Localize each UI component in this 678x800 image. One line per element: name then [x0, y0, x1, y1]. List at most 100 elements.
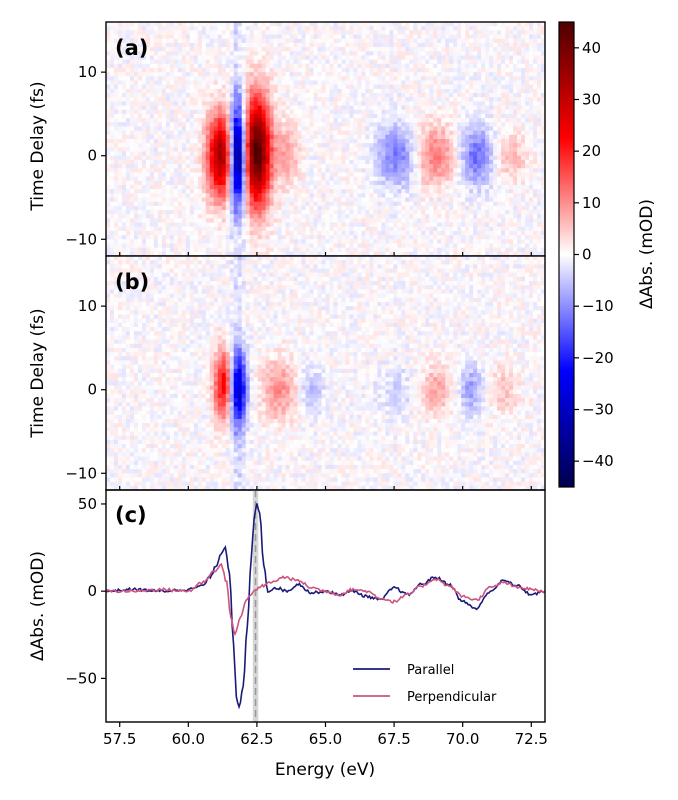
heatmap-a-cell	[309, 189, 314, 194]
heatmap-a-cell	[106, 155, 111, 161]
heatmap-a-cell	[149, 76, 155, 81]
heatmap-a-cell	[137, 118, 143, 123]
heatmap-a-cell	[337, 113, 342, 119]
heatmap-a-cell	[513, 180, 518, 186]
heatmap-a-cell	[301, 80, 306, 86]
heatmap-a-cell	[209, 88, 215, 94]
heatmap-a-cell	[141, 159, 147, 165]
heatmap-a-cell	[389, 22, 394, 27]
heatmap-a-cell	[233, 155, 239, 161]
heatmap-a-cell	[265, 47, 271, 52]
heatmap-a-cell	[173, 38, 179, 44]
heatmap-a-cell	[129, 193, 135, 198]
heatmap-a-cell	[257, 22, 263, 27]
heatmap-a-cell	[129, 101, 135, 106]
heatmap-a-cell	[281, 93, 286, 98]
heatmap-a-cell	[377, 42, 382, 48]
heatmap-a-cell	[181, 122, 187, 127]
heatmap-a-cell	[193, 143, 199, 148]
heatmap-a-cell	[221, 193, 227, 198]
heatmap-a-cell	[437, 143, 442, 148]
heatmap-a-cell	[533, 176, 538, 182]
heatmap-a-cell	[389, 59, 394, 65]
heatmap-a-cell	[189, 180, 195, 186]
heatmap-a-cell	[145, 105, 151, 111]
heatmap-a-cell	[257, 47, 263, 52]
heatmap-a-cell	[301, 205, 306, 211]
heatmap-a-cell	[393, 164, 398, 169]
heatmap-a-cell	[106, 134, 111, 140]
heatmap-a-cell	[241, 93, 247, 98]
heatmap-a-cell	[529, 205, 534, 211]
heatmap-a-cell	[449, 42, 454, 48]
heatmap-a-cell	[157, 67, 163, 73]
heatmap-a-cell	[401, 193, 406, 198]
heatmap-a-cell	[161, 88, 167, 94]
heatmap-a-cell	[106, 63, 111, 69]
heatmap-a-cell	[441, 130, 446, 136]
heatmap-a-cell	[325, 47, 330, 52]
heatmap-a-cell	[477, 80, 482, 86]
heatmap-a-cell	[157, 197, 163, 203]
heatmap-a-cell	[281, 130, 286, 136]
heatmap-a-cell	[509, 97, 514, 102]
heatmap-a-cell	[485, 42, 490, 48]
heatmap-a-cell	[273, 205, 279, 211]
heatmap-a-cell	[261, 59, 267, 65]
heatmap-a-cell	[173, 42, 179, 48]
heatmap-a-cell	[197, 151, 203, 157]
heatmap-a-cell	[341, 42, 346, 48]
heatmap-a-cell	[257, 42, 263, 48]
heatmap-a-cell	[525, 184, 530, 190]
heatmap-a-cell	[241, 38, 247, 44]
heatmap-a-cell	[145, 118, 151, 123]
heatmap-a-cell	[113, 159, 119, 165]
heatmap-a-cell	[169, 168, 175, 173]
heatmap-a-cell	[469, 176, 474, 182]
heatmap-a-cell	[357, 180, 362, 186]
heatmap-a-cell	[481, 22, 486, 27]
heatmap-a-cell	[381, 197, 386, 203]
heatmap-a-cell	[241, 122, 247, 127]
heatmap-a-cell	[285, 67, 290, 73]
heatmap-a-cell	[273, 30, 279, 35]
heatmap-a-cell	[473, 84, 478, 90]
heatmap-a-cell	[313, 189, 318, 194]
heatmap-a-cell	[461, 172, 466, 178]
heatmap-a-cell	[181, 22, 187, 27]
heatmap-a-cell	[465, 67, 470, 73]
heatmap-a-cell	[325, 113, 330, 119]
heatmap-a-cell	[465, 172, 470, 178]
heatmap-a-cell	[161, 113, 167, 119]
heatmap-a-cell	[381, 30, 386, 35]
heatmap-a-cell	[245, 97, 251, 102]
heatmap-a-cell	[305, 113, 310, 119]
heatmap-a-cell	[369, 101, 374, 106]
heatmap-a-cell	[289, 26, 294, 31]
heatmap-a-cell	[493, 63, 498, 69]
heatmap-a-cell	[417, 97, 422, 102]
heatmap-a-cell	[305, 155, 310, 161]
heatmap-a-cell	[301, 42, 306, 48]
heatmap-a-cell	[129, 109, 135, 115]
heatmap-a-cell	[469, 193, 474, 198]
heatmap-a-cell	[445, 67, 450, 73]
heatmap-a-cell	[285, 34, 290, 40]
heatmap-a-cell	[193, 101, 199, 106]
heatmap-a-cell	[313, 88, 318, 94]
heatmap-a-cell	[365, 93, 370, 98]
heatmap-a-cell	[433, 197, 438, 203]
heatmap-a-cell	[425, 42, 430, 48]
heatmap-a-cell	[369, 147, 374, 152]
heatmap-a-cell	[365, 113, 370, 119]
heatmap-a-cell	[293, 105, 298, 111]
heatmap-a-cell	[241, 34, 247, 40]
heatmap-a-cell	[217, 143, 223, 148]
heatmap-a-cell	[529, 201, 534, 207]
heatmap-a-cell	[401, 122, 406, 127]
heatmap-a-cell	[173, 26, 179, 31]
heatmap-a-cell	[413, 147, 418, 152]
heatmap-a-cell	[485, 113, 490, 119]
heatmap-a-cell	[517, 26, 522, 31]
heatmap-a-cell	[369, 201, 374, 207]
